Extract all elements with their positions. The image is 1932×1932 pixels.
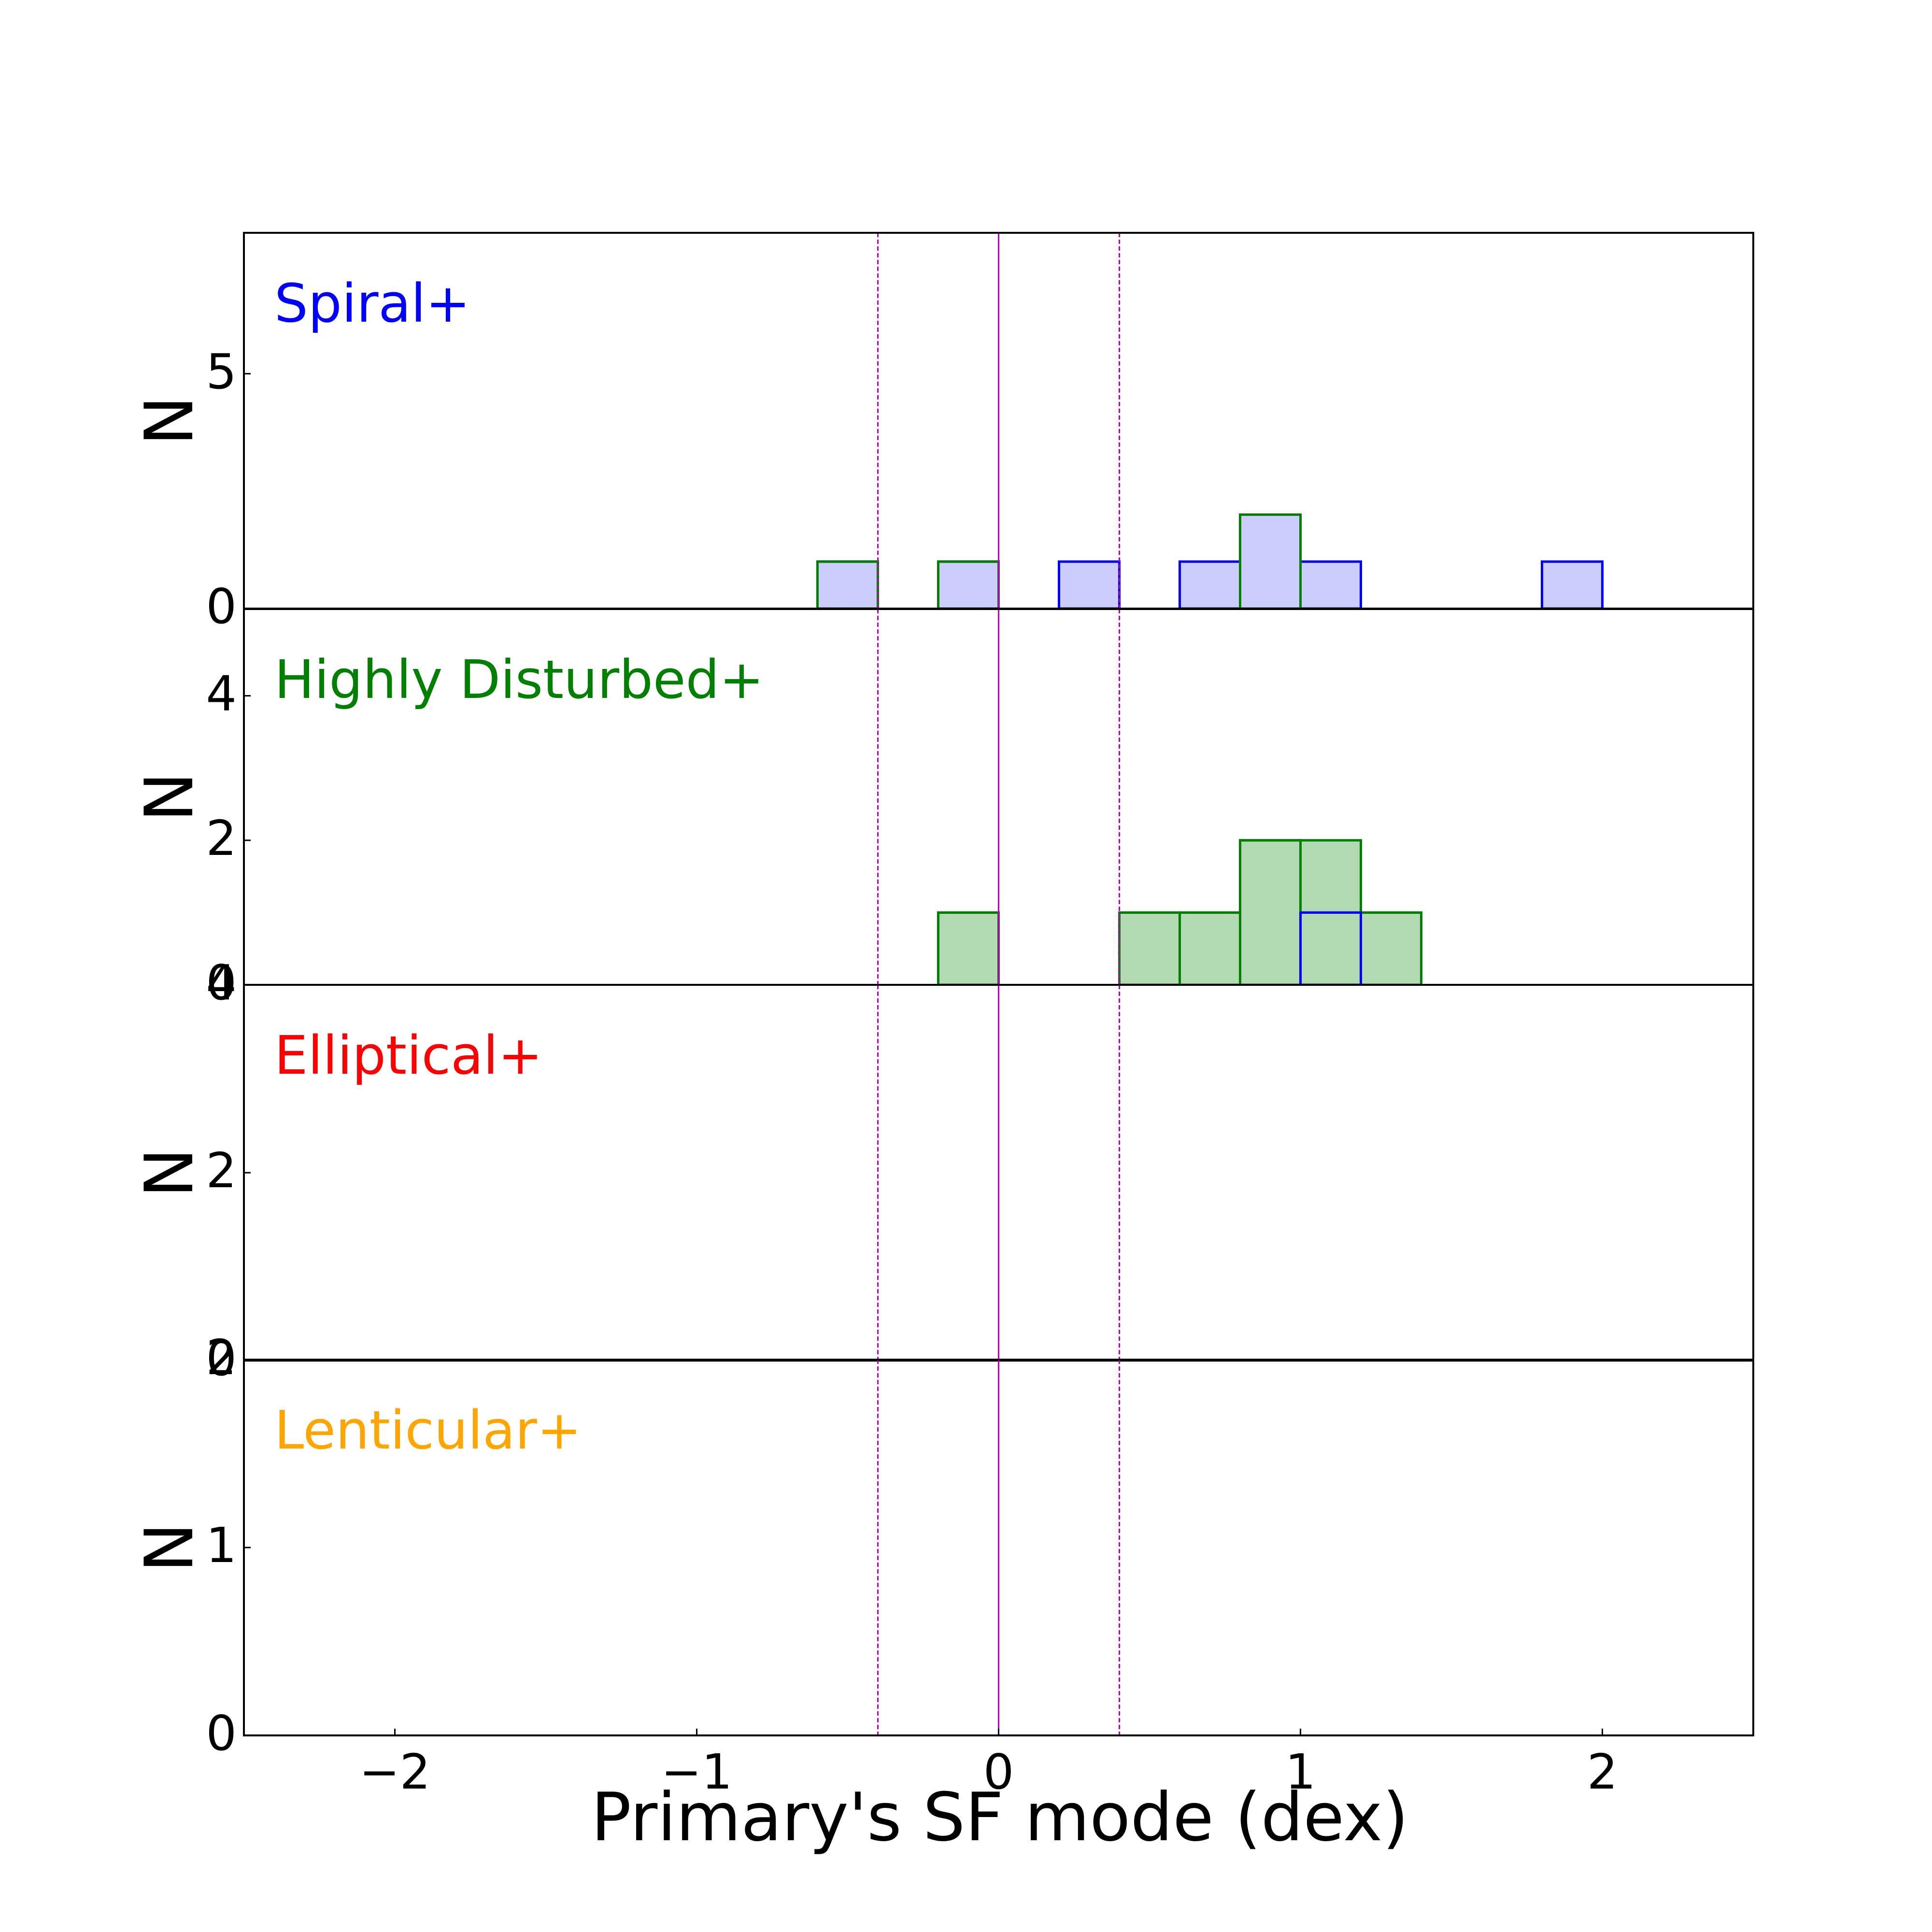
panel-title: Spiral+ bbox=[274, 272, 470, 334]
y-tick-label: 2 bbox=[206, 1329, 237, 1386]
panel-2: 0 2 4 N Highly Disturbed+ bbox=[130, 608, 1754, 1011]
x-tick-label: 0 bbox=[983, 1744, 1014, 1800]
y-tick-label: 5 bbox=[206, 343, 237, 400]
x-tick-label: 1 bbox=[1285, 1744, 1316, 1800]
bar-outline bbox=[1239, 513, 1302, 609]
bar-fill bbox=[938, 561, 999, 609]
panel-title: Elliptical+ bbox=[274, 1024, 542, 1086]
y-axis-label: N bbox=[130, 396, 208, 445]
y-tick-label: 4 bbox=[206, 666, 237, 722]
bar-fill bbox=[1240, 840, 1301, 985]
bar-fill bbox=[817, 561, 878, 609]
x-axis: −2 −1 0 1 2 bbox=[359, 1729, 1618, 1800]
y-tick-label: 2 bbox=[206, 810, 237, 867]
y-tick-label: 1 bbox=[206, 1517, 237, 1574]
y-axis-label: N bbox=[130, 1148, 208, 1197]
y-axis-label: N bbox=[130, 772, 208, 822]
y-tick-label: 0 bbox=[206, 578, 237, 635]
y-tick-label: 0 bbox=[206, 1705, 237, 1762]
y-tick-label: 4 bbox=[206, 954, 237, 1011]
y-tick-label: 2 bbox=[206, 1142, 237, 1199]
bar-fill bbox=[1240, 514, 1301, 609]
bar-fill bbox=[1059, 561, 1120, 609]
x-tick-label: −2 bbox=[359, 1744, 430, 1800]
bar-fill bbox=[1179, 561, 1240, 609]
bar-fill bbox=[1542, 561, 1603, 609]
bar-outline bbox=[1299, 911, 1362, 985]
bar-fill bbox=[1179, 912, 1240, 985]
y-tick-label: 0 bbox=[206, 954, 237, 1011]
bar-fill bbox=[1300, 561, 1361, 609]
panel-4: 0 1 2 N Lenticular+ bbox=[130, 1329, 1754, 1762]
x-tick-label: −1 bbox=[661, 1744, 732, 1800]
bar-fill bbox=[1119, 912, 1180, 985]
bar-fill bbox=[1361, 912, 1421, 985]
bar-outline bbox=[1541, 560, 1604, 609]
bar-fill bbox=[938, 912, 999, 985]
x-axis-label: Primary's SF mode (dex) bbox=[591, 1778, 1408, 1856]
x-tick-label: 2 bbox=[1587, 1744, 1618, 1800]
y-tick-label: 0 bbox=[206, 1330, 237, 1387]
y-axis-label: N bbox=[130, 1522, 208, 1572]
panel-1: 0 5N Spiral+ bbox=[130, 232, 1754, 635]
panel-title: Highly Disturbed+ bbox=[274, 649, 764, 710]
panel-title: Lenticular+ bbox=[274, 1399, 582, 1461]
